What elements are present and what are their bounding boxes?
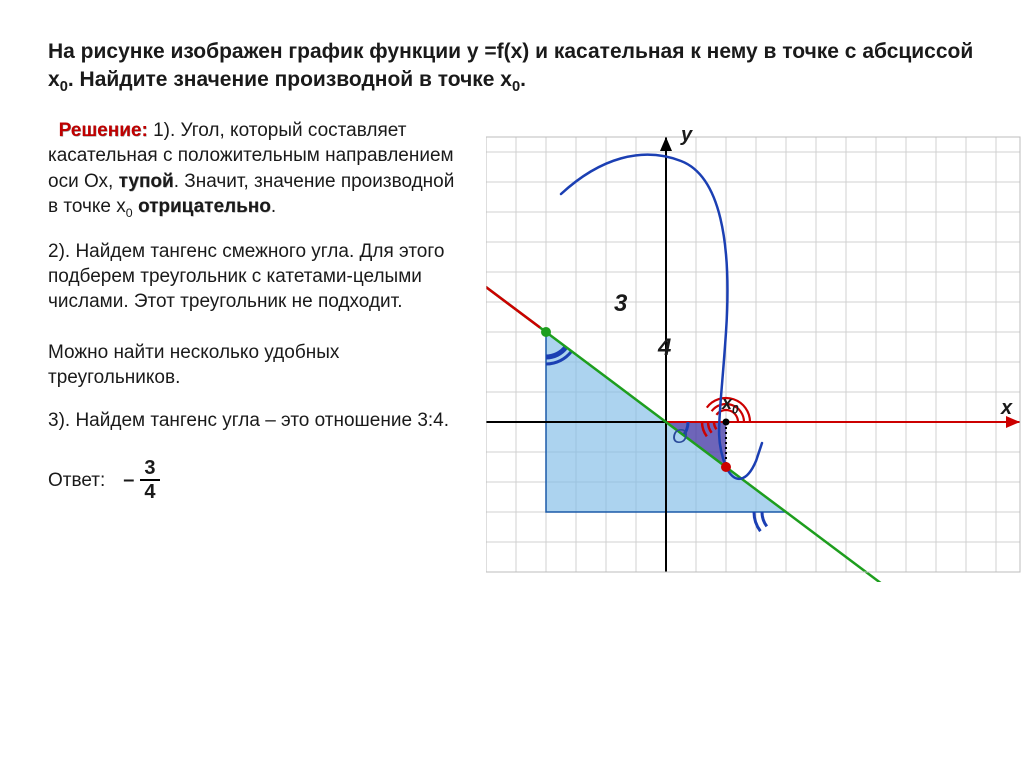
- solution-para-4: 3). Найдем тангенс угла – это отношение …: [48, 408, 468, 433]
- label-x0: x0: [722, 393, 739, 417]
- solution-text: Решение: 1). Угол, который составляет ка…: [48, 122, 468, 582]
- solution-para-1: Решение: 1). Угол, который составляет ка…: [48, 118, 468, 220]
- answer-value: – 3 4: [123, 457, 159, 503]
- label-origin: O: [672, 426, 688, 449]
- solution-para-2: 2). Найдем тангенс смежного угла. Для эт…: [48, 239, 468, 314]
- label-x-axis: x: [1001, 397, 1012, 420]
- problem-title: На рисунке изображен график функции y =f…: [48, 38, 976, 98]
- solution-label: Решение:: [59, 120, 148, 141]
- label-four: 4: [658, 334, 671, 362]
- answer-row: Ответ: – 3 4: [48, 457, 468, 503]
- tangent-graph: y x O 3 4 x0: [486, 122, 1024, 582]
- answer-label: Ответ:: [48, 468, 105, 493]
- label-y-axis: y: [681, 124, 692, 147]
- solution-para-3: Можно найти несколько удобных треугольни…: [48, 340, 468, 390]
- label-three: 3: [614, 290, 627, 318]
